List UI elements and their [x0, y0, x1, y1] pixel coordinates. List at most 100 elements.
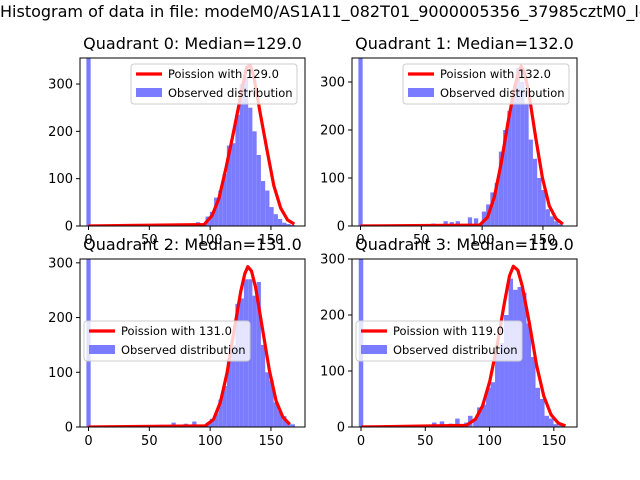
- histogram-bar: [214, 413, 219, 427]
- histogram-bar: [490, 192, 495, 226]
- legend-hist-label: Observed distribution: [168, 86, 293, 100]
- y-tick-label: 200: [48, 311, 73, 326]
- subplot-title: Quadrant 2: Median=131.0: [83, 235, 302, 254]
- axes-frame: [351, 57, 578, 227]
- histogram-bar: [214, 197, 219, 226]
- histogram-bar: [503, 130, 508, 226]
- y-tick-label: 100: [320, 172, 345, 187]
- y-tick-label: 200: [320, 309, 345, 324]
- x-tick-label: 150: [259, 434, 284, 449]
- x-tick-label: 0: [356, 233, 364, 248]
- histogram-bar: [256, 281, 261, 427]
- histogram-bar: [549, 216, 555, 226]
- legend-hist-label: Observed distribution: [121, 343, 246, 357]
- histogram-bar: [218, 190, 223, 226]
- histogram-bar: [504, 315, 509, 427]
- histogram-bar: [507, 110, 512, 226]
- histogram-bar: [545, 209, 550, 226]
- axes-frame: [79, 57, 306, 227]
- histogram-bar: [286, 224, 291, 226]
- y-tick-label: 100: [48, 172, 73, 187]
- histogram-bar: [511, 94, 516, 226]
- y-tick-label: 300: [48, 78, 73, 93]
- histogram-bar: [473, 418, 478, 427]
- x-tick-label: 100: [198, 233, 223, 248]
- x-tick-label: 100: [470, 233, 495, 248]
- histogram-bar: [277, 218, 283, 226]
- histogram-bar: [235, 303, 240, 427]
- legend-hist-swatch: [136, 88, 162, 97]
- histogram-bar: [222, 173, 227, 226]
- histogram-bar: [273, 402, 278, 427]
- histogram-bar: [243, 76, 249, 226]
- histogram-bar: [531, 357, 536, 427]
- legend-fit-label: Poission with 119.0: [393, 324, 504, 338]
- histogram-bar: [528, 139, 533, 226]
- legend: Poission with 132.0 Observed distribution: [402, 63, 570, 105]
- y-tick-label: 300: [320, 253, 345, 268]
- x-tick-label: 150: [541, 434, 566, 449]
- y-tick-label: 200: [320, 124, 345, 139]
- histogram-bar: [282, 222, 287, 226]
- legend: Poission with 119.0 Observed distribution: [355, 320, 523, 362]
- y-tick-label: 200: [48, 125, 73, 140]
- subplot-3: 0 50 100 150 0 100 200 300 Quadrant 3: Median=11…: [320, 235, 578, 449]
- histogram-bar: [495, 354, 500, 427]
- histogram-bar: [226, 145, 232, 226]
- subplot-0: 0 50 100 150 0 100 200 300 Quadrant 0: Median=12…: [48, 34, 306, 248]
- legend-box: [355, 320, 523, 362]
- histogram-bar: [265, 190, 270, 226]
- histogram-bar: [358, 58, 363, 226]
- x-tick-label: 50: [141, 233, 158, 248]
- legend-hist-swatch: [408, 88, 434, 97]
- legend-hist-swatch: [361, 345, 387, 354]
- histogram-bar: [269, 207, 274, 226]
- histogram-bar: [256, 155, 261, 226]
- histogram-bar: [541, 190, 546, 226]
- histogram-bar: [522, 292, 527, 427]
- histogram-bar: [558, 425, 563, 427]
- x-tick-label: 50: [417, 434, 434, 449]
- legend-hist-label: Observed distribution: [440, 86, 565, 100]
- axes-frame: [351, 258, 578, 428]
- histogram-bar: [260, 181, 266, 226]
- histogram-bar: [222, 385, 227, 427]
- histogram-bar: [269, 380, 274, 427]
- legend-hist-swatch: [89, 345, 115, 354]
- histogram-bar: [248, 107, 253, 226]
- subplot-2: 0 50 100 150 0 100 200 300 Quadrant 2: Median=13…: [48, 235, 306, 449]
- histogram-bar: [544, 415, 550, 427]
- histogram-bar: [524, 103, 529, 226]
- x-tick-label: 50: [141, 434, 158, 449]
- histogram-bar: [494, 182, 499, 226]
- histogram-bar: [455, 221, 460, 226]
- histogram-bar: [192, 421, 197, 427]
- y-tick-label: 0: [65, 421, 73, 436]
- histogram-bar: [235, 114, 240, 226]
- histogram-bar: [520, 82, 525, 226]
- histogram-bar: [265, 372, 270, 427]
- histogram-bar: [490, 382, 496, 427]
- histogram-bar: [277, 410, 283, 427]
- axes-frame: [79, 258, 306, 428]
- legend-box: [130, 63, 298, 105]
- figure-suptitle: Histogram of data in file: modeM0/AS1A11…: [0, 2, 640, 21]
- histogram-bar: [443, 221, 448, 226]
- histogram-bar: [477, 407, 482, 427]
- histogram-bar: [252, 295, 257, 427]
- histogram-bar: [515, 67, 521, 226]
- histogram-bar: [549, 418, 554, 427]
- histogram-bar: [558, 224, 563, 226]
- x-tick-label: 0: [84, 434, 92, 449]
- x-tick-label: 100: [198, 434, 223, 449]
- x-tick-label: 100: [477, 434, 502, 449]
- subplot-1: 0 50 100 150 0 100 200 300 Quadrant 1: Median=13…: [320, 34, 578, 248]
- y-tick-label: 300: [48, 256, 73, 271]
- histogram-bar: [526, 323, 532, 427]
- histogram-bar: [209, 418, 215, 427]
- x-tick-label: 0: [84, 233, 92, 248]
- plot-area: [358, 58, 564, 226]
- histogram-bar: [499, 343, 505, 427]
- y-tick-label: 300: [320, 76, 345, 91]
